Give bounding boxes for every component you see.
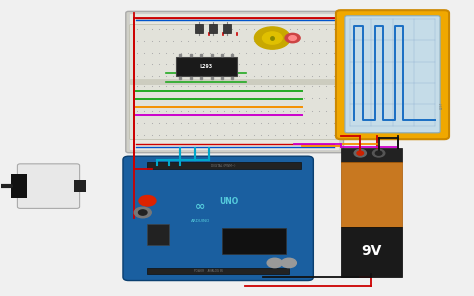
FancyBboxPatch shape (18, 164, 80, 208)
Bar (176, 57, 237, 76)
Text: ARDUINO: ARDUINO (191, 219, 210, 223)
Text: L297: L297 (439, 102, 444, 109)
Text: ∞: ∞ (195, 200, 205, 213)
Bar (11, 174, 27, 198)
FancyBboxPatch shape (126, 11, 344, 153)
Circle shape (267, 258, 282, 268)
Circle shape (281, 258, 296, 268)
Bar (223, 24, 231, 33)
Circle shape (375, 151, 382, 155)
Bar (341, 227, 402, 277)
Text: L293: L293 (200, 64, 213, 69)
Circle shape (373, 149, 385, 157)
FancyBboxPatch shape (123, 156, 313, 281)
Circle shape (139, 195, 156, 206)
Text: DIGITAL (PWM~): DIGITAL (PWM~) (210, 164, 235, 168)
Circle shape (138, 210, 147, 215)
Text: UNO: UNO (219, 197, 238, 206)
FancyBboxPatch shape (129, 14, 340, 25)
Circle shape (263, 32, 282, 44)
FancyBboxPatch shape (129, 25, 340, 139)
Bar (147, 224, 169, 245)
Bar (341, 148, 402, 162)
Bar (147, 162, 301, 168)
Circle shape (354, 149, 366, 157)
Bar (222, 228, 286, 254)
Text: POWER    ANALOG IN: POWER ANALOG IN (194, 269, 223, 273)
Circle shape (255, 27, 290, 49)
FancyBboxPatch shape (129, 139, 340, 150)
Bar (195, 24, 203, 33)
Text: 9V: 9V (361, 244, 382, 258)
Bar (209, 24, 217, 33)
Circle shape (134, 207, 151, 218)
Circle shape (285, 33, 300, 43)
FancyBboxPatch shape (345, 16, 440, 133)
FancyBboxPatch shape (130, 79, 339, 85)
Bar (341, 162, 402, 227)
Circle shape (289, 36, 296, 40)
Bar (74, 180, 86, 192)
Bar (147, 268, 289, 274)
FancyBboxPatch shape (336, 10, 449, 139)
Circle shape (357, 151, 364, 155)
